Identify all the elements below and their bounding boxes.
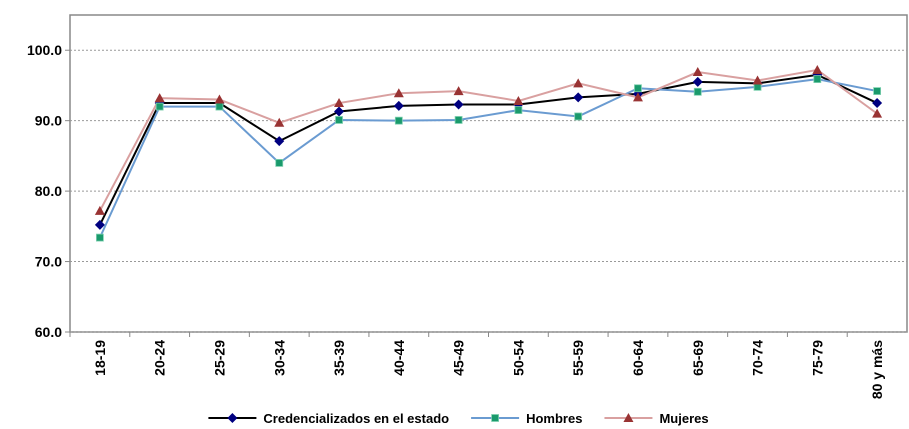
marker <box>514 106 523 114</box>
marker <box>394 116 403 125</box>
marker <box>335 116 343 124</box>
marker <box>692 67 703 77</box>
marker <box>155 102 164 111</box>
marker <box>752 75 763 85</box>
marker <box>393 100 404 111</box>
x-tick-label: 80 y más <box>869 340 885 399</box>
marker <box>274 117 285 127</box>
x-tick-label: 30-34 <box>271 340 287 376</box>
marker <box>94 219 105 230</box>
marker <box>513 95 524 105</box>
series-line <box>98 73 878 226</box>
series-line <box>99 68 878 212</box>
marker <box>275 159 284 167</box>
marker <box>334 98 345 108</box>
x-tick-label: 35-39 <box>331 340 347 376</box>
x-tick-label: 20-24 <box>152 340 168 376</box>
marker <box>573 78 584 88</box>
marker <box>693 87 702 96</box>
x-tick-label: 50-54 <box>510 340 526 376</box>
marker <box>872 98 883 109</box>
marker <box>872 108 883 118</box>
marker <box>274 136 285 147</box>
legend-label: Credencializados en el estado <box>263 411 449 426</box>
x-tick-label: 25-29 <box>211 340 227 376</box>
legend-marker <box>491 414 499 422</box>
marker <box>574 112 583 121</box>
marker <box>632 92 643 102</box>
marker <box>812 64 823 74</box>
marker <box>453 99 464 110</box>
marker <box>214 94 225 104</box>
y-tick-label: 90.0 <box>35 113 62 129</box>
marker <box>215 102 224 111</box>
legend-marker <box>227 413 238 423</box>
x-tick-label: 45-49 <box>451 340 467 376</box>
y-tick-label: 70.0 <box>35 254 62 270</box>
x-tick-label: 40-44 <box>391 340 407 376</box>
y-tick-label: 100.0 <box>27 42 62 58</box>
marker <box>634 84 642 93</box>
marker <box>94 205 105 215</box>
x-tick-label: 60-64 <box>630 340 646 376</box>
marker <box>95 233 104 242</box>
marker <box>573 92 584 103</box>
legend-label: Mujeres <box>659 411 708 426</box>
series-line <box>98 78 878 239</box>
x-tick-label: 18-19 <box>92 340 108 376</box>
marker <box>393 88 404 98</box>
marker <box>692 76 703 87</box>
marker <box>873 87 882 95</box>
x-tick-label: 75-79 <box>809 340 825 376</box>
marker <box>453 86 464 96</box>
legend-label: Hombres <box>526 411 582 426</box>
plot-area <box>69 14 908 333</box>
x-tick-label: 65-69 <box>690 340 706 376</box>
marker <box>813 75 822 84</box>
x-tick-label: 55-59 <box>570 340 586 376</box>
legend-marker <box>623 413 634 422</box>
y-tick-label: 60.0 <box>35 324 62 340</box>
y-tick-label: 80.0 <box>35 183 62 199</box>
marker <box>334 106 345 117</box>
x-tick-label: 70-74 <box>750 340 766 376</box>
marker <box>154 93 165 103</box>
marker <box>454 116 463 124</box>
